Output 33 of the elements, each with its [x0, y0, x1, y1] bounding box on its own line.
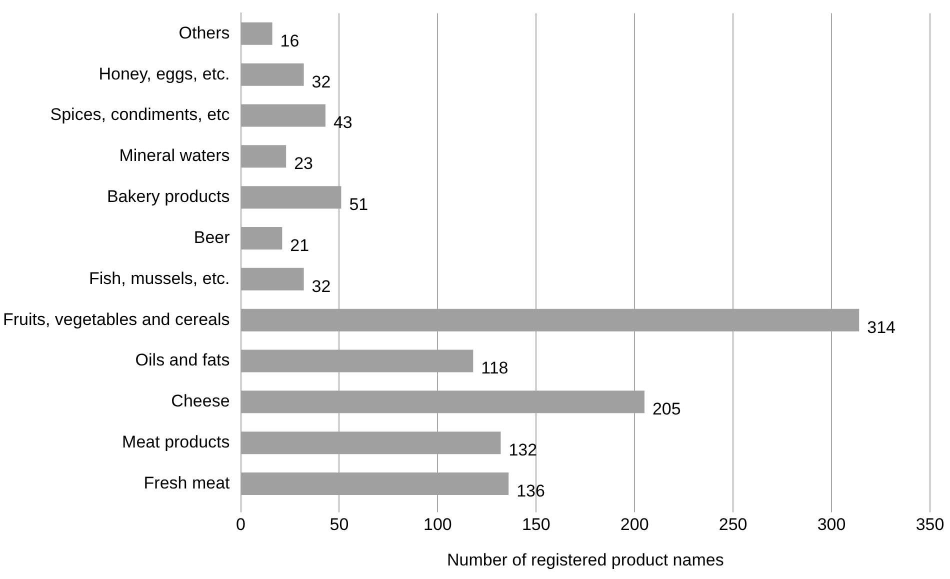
y-tick-label: Fresh meat [144, 473, 230, 492]
data-label: 314 [867, 318, 896, 337]
x-tick-label: 300 [817, 515, 846, 534]
x-tick-label: 350 [916, 515, 944, 534]
y-tick-label: Bakery products [106, 187, 230, 206]
x-tick-label: 150 [522, 515, 550, 534]
data-label: 51 [349, 195, 368, 214]
y-tick-label: Oils and fats [135, 350, 230, 370]
data-label: 136 [516, 481, 545, 500]
data-label: 132 [508, 440, 538, 460]
x-tick-label: 200 [620, 515, 649, 534]
y-tick-label: Cheese [171, 392, 230, 411]
y-tick-label: Honey, eggs, etc. [98, 64, 230, 84]
y-tick-label: Fish, mussels, etc. [89, 268, 230, 288]
x-tick-label: 100 [424, 515, 452, 534]
data-label: 21 [290, 236, 310, 255]
data-label: 205 [652, 400, 681, 419]
y-tick-label: Spices, condiments, etc [50, 105, 230, 124]
y-tick-label: Others [178, 23, 230, 42]
data-label: 32 [312, 72, 331, 92]
data-label: 32 [312, 276, 331, 296]
data-label: 118 [481, 358, 508, 378]
x-tick-label: 0 [236, 515, 246, 534]
data-label: 43 [333, 113, 352, 132]
data-label: 16 [280, 31, 300, 50]
y-tick-label: Meat products [122, 432, 230, 452]
y-tick-label: Mineral waters [119, 146, 230, 166]
y-tick-label: Beer [194, 228, 230, 247]
y-tick-label: Fruits, vegetables and cereals [2, 310, 230, 329]
x-axis-title: Number of registered product names [446, 550, 724, 570]
x-tick-label: 50 [330, 515, 349, 534]
x-tick-label: 250 [718, 515, 748, 534]
data-label: 23 [294, 154, 313, 174]
